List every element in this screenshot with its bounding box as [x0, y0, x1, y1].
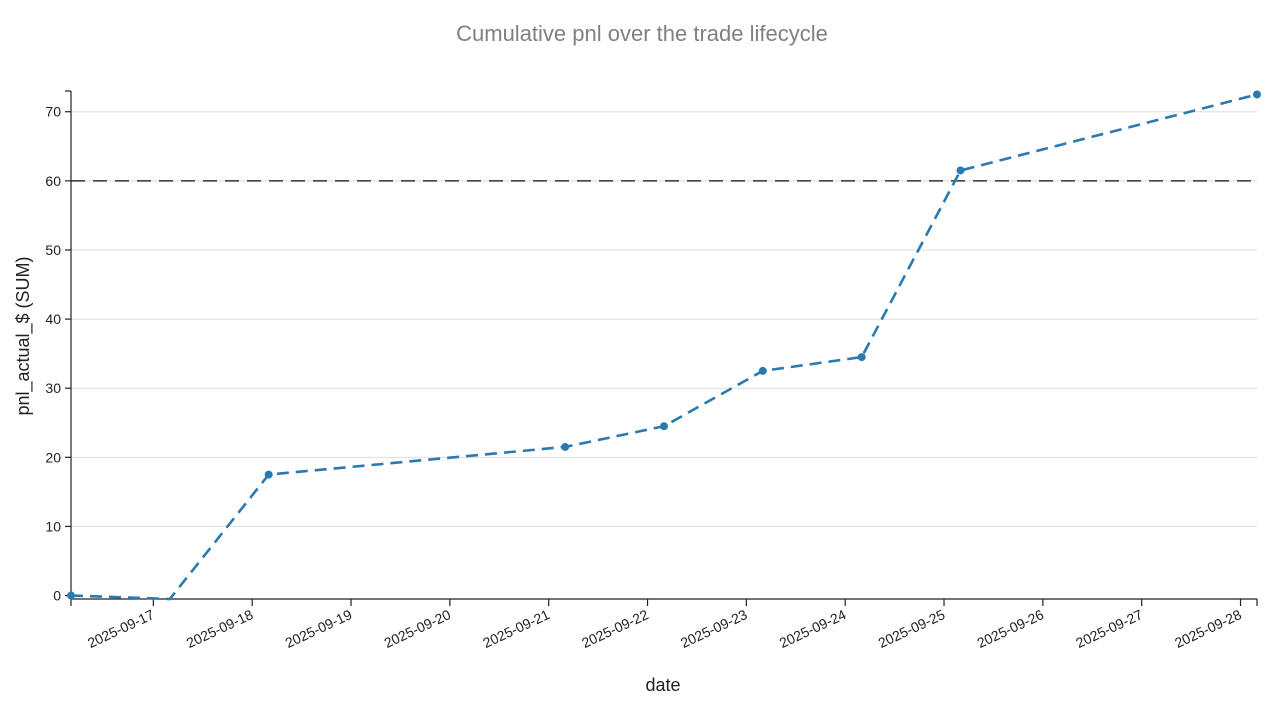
- y-tick-label: 10: [45, 518, 61, 534]
- x-tick-label: 2025-09-27: [1073, 606, 1145, 651]
- data-point: [660, 422, 668, 431]
- data-point: [857, 353, 866, 362]
- y-tick-label: 50: [45, 242, 61, 258]
- chart-title: Cumulative pnl over the trade lifecycle: [456, 21, 828, 46]
- x-tick-label: 2025-09-17: [85, 606, 157, 651]
- x-tick-label: 2025-09-24: [777, 606, 849, 651]
- y-tick-label: 30: [45, 380, 61, 396]
- x-tick-label: 2025-09-21: [480, 606, 552, 651]
- x-tick-label: 2025-09-19: [283, 606, 355, 651]
- x-tick-label: 2025-09-22: [579, 606, 651, 651]
- x-tick-label: 2025-09-28: [1172, 606, 1244, 651]
- axes-layer: 0 10 20 30 40 50 60 70 2025-09-17 2025-09-18 2025-…: [45, 90, 1258, 651]
- y-tick-label: 0: [53, 588, 61, 604]
- x-tick-label: 2025-09-26: [974, 606, 1046, 651]
- data-point: [758, 366, 767, 375]
- y-tick-label: 70: [45, 104, 61, 120]
- series-line: [70, 93, 1258, 601]
- y-tick-label: 20: [45, 449, 61, 465]
- data-point: [67, 591, 75, 600]
- grid-layer: [71, 111, 1257, 527]
- data-point: [1253, 90, 1261, 99]
- y-tick-label: 40: [45, 311, 61, 327]
- series-layer: [67, 90, 1261, 601]
- data-point: [561, 442, 570, 451]
- data-point: [956, 166, 965, 175]
- x-tick-label: 2025-09-23: [678, 606, 750, 651]
- x-axis-label: date: [645, 675, 680, 695]
- x-tick-label: 2025-09-20: [381, 606, 453, 651]
- x-tick-label: 2025-09-25: [876, 606, 948, 651]
- y-axis-label: pnl_actual_$ (SUM): [13, 256, 34, 415]
- data-point: [264, 470, 273, 479]
- x-tick-label: 2025-09-18: [184, 606, 256, 651]
- y-tick-label: 60: [45, 173, 61, 189]
